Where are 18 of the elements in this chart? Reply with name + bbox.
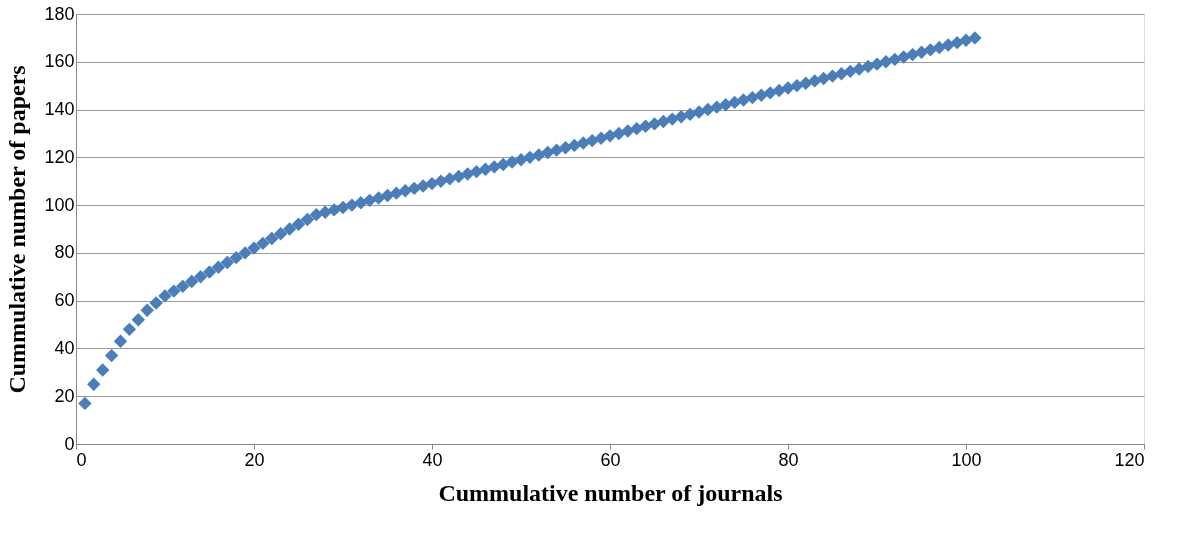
x-tick-label: 100	[951, 449, 982, 470]
x-tick-label: 60	[600, 449, 621, 470]
y-tick-label: 20	[54, 385, 75, 406]
y-tick-label: 40	[54, 337, 75, 358]
y-tick-label: 80	[54, 242, 75, 263]
y-tick-label: 160	[44, 51, 75, 72]
y-tick-label: 100	[44, 194, 75, 215]
x-tick-label: 40	[422, 449, 443, 470]
y-tick-label: 140	[44, 99, 75, 120]
y-axis-title: Cummulative number of papers	[4, 65, 31, 394]
x-tick-label: 20	[244, 449, 265, 470]
y-tick-label: 60	[54, 290, 75, 311]
x-tick-label: 120	[1114, 449, 1145, 470]
y-tick-label: 180	[44, 3, 75, 24]
y-tick-label: 0	[64, 433, 75, 454]
y-tick-label: 120	[44, 146, 75, 167]
x-tick-label: 80	[778, 449, 799, 470]
x-axis-title: Cummulative number of journals	[438, 479, 783, 506]
